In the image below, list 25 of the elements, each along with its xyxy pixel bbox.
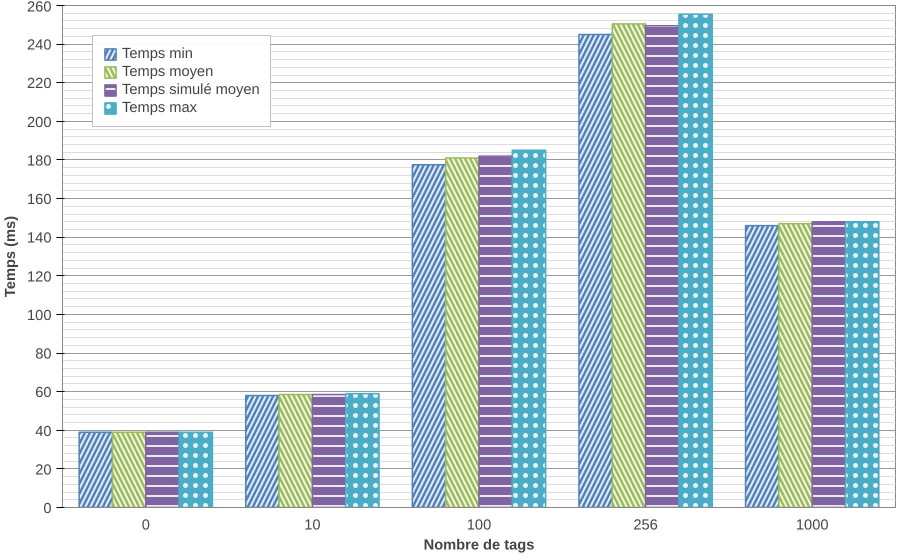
y-tick-label: 160: [27, 192, 52, 208]
y-tick-label: 20: [35, 462, 52, 478]
y-tick-label: 0: [43, 501, 52, 517]
y-tick-label: 40: [35, 424, 52, 440]
legend-label: Temps simulé moyen: [122, 82, 260, 98]
y-tick-label: 60: [35, 385, 52, 402]
x-tick-label: 1000: [796, 518, 829, 534]
x-axis-title: Nombre de tags: [424, 538, 534, 554]
y-tick-label: 200: [27, 114, 52, 131]
y-tick-label: 240: [27, 38, 52, 54]
y-tick-label: 80: [35, 346, 52, 363]
y-tick-label: 180: [27, 153, 52, 170]
x-tick-label: 100: [466, 518, 492, 534]
y-axis-title: Temps (ms): [3, 216, 20, 298]
y-tick-label: 260: [27, 0, 52, 16]
y-tick-label: 220: [27, 76, 52, 92]
x-tick-label: 0: [142, 518, 150, 534]
y-tick-label: 140: [27, 230, 52, 247]
x-tick-label: 256: [633, 518, 658, 534]
x-tick-label: 10: [304, 518, 321, 534]
y-tick-label: 120: [27, 269, 52, 286]
legend-label: Temps max: [122, 100, 197, 116]
y-tick-label: 100: [27, 308, 52, 324]
legend-label: Temps moyen: [122, 64, 214, 80]
legend-label: Temps min: [122, 46, 193, 62]
